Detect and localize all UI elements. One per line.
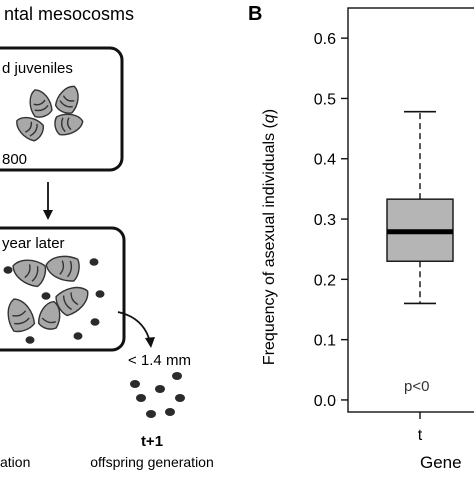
snail-icon xyxy=(29,89,53,118)
curved-arrow-icon xyxy=(117,311,155,348)
juveniles-box-label: d juveniles xyxy=(2,60,73,77)
y-tick-label: 0.3 xyxy=(314,212,336,229)
y-axis-label: Frequency of asexual individuals (q) xyxy=(261,109,278,365)
y-axis: 0.0 0.1 0.2 0.3 0.4 0.5 0.6 xyxy=(314,7,474,413)
juvenile-snails-middle xyxy=(3,258,105,344)
panel-a-title: ntal mesocosms xyxy=(4,4,134,24)
adult-snails-top xyxy=(16,85,84,142)
y-tick-label: 0.1 xyxy=(314,333,336,350)
y-tick-label: 0.5 xyxy=(314,91,336,108)
left-cut-label: ation xyxy=(0,454,30,470)
juvenile-snail-icon xyxy=(89,258,99,266)
juvenile-snail-icon xyxy=(130,380,140,388)
x-axis-label: Gene xyxy=(420,453,462,472)
juvenile-snail-icon xyxy=(155,385,165,393)
juveniles-count: 800 xyxy=(2,151,27,168)
box-t xyxy=(386,110,454,305)
generation-code: t+1 xyxy=(141,433,163,450)
juvenile-snail-icon xyxy=(136,394,146,402)
one-year-box-label: year later xyxy=(2,235,65,252)
juvenile-snail-icon xyxy=(165,408,175,416)
size-filter-label: < 1.4 mm xyxy=(128,352,191,369)
panel-b: B Frequency of asexual individuals (q) 0… xyxy=(248,3,474,472)
snail-icon xyxy=(7,298,36,333)
plot-frame xyxy=(347,7,474,413)
panel-a: ntal mesocosms d juveniles 800 xyxy=(0,4,214,470)
y-tick-label: 0.2 xyxy=(314,272,336,289)
adult-snails-middle xyxy=(7,255,89,333)
snail-icon xyxy=(45,255,80,282)
down-arrow-icon xyxy=(43,182,53,220)
p-value-label: p<0 xyxy=(404,378,429,395)
juvenile-snail-icon xyxy=(90,318,100,326)
generation-label: offspring generation xyxy=(90,454,214,470)
juvenile-snail-icon xyxy=(146,410,156,418)
juvenile-snail-icon xyxy=(3,266,13,274)
x-tick-label: t xyxy=(418,427,423,444)
y-tick-label: 0.6 xyxy=(314,31,336,48)
x-axis: t xyxy=(418,412,423,444)
juvenile-snail-icon xyxy=(25,336,35,344)
snail-icon xyxy=(38,300,61,330)
juvenile-snail-icon xyxy=(41,292,51,300)
y-tick-label: 0.4 xyxy=(314,152,336,169)
snail-icon xyxy=(12,259,47,288)
y-tick-label: 0.0 xyxy=(314,393,336,410)
panel-letter: B xyxy=(248,3,262,25)
snail-icon xyxy=(16,116,44,142)
offspring-snails xyxy=(130,372,185,418)
juvenile-snail-icon xyxy=(73,332,83,340)
juvenile-snail-icon xyxy=(175,394,185,402)
snail-icon xyxy=(54,85,79,114)
snail-icon xyxy=(54,113,84,136)
juvenile-snail-icon xyxy=(172,372,182,380)
box-plot-series xyxy=(386,110,454,305)
juvenile-snail-icon xyxy=(95,290,105,298)
